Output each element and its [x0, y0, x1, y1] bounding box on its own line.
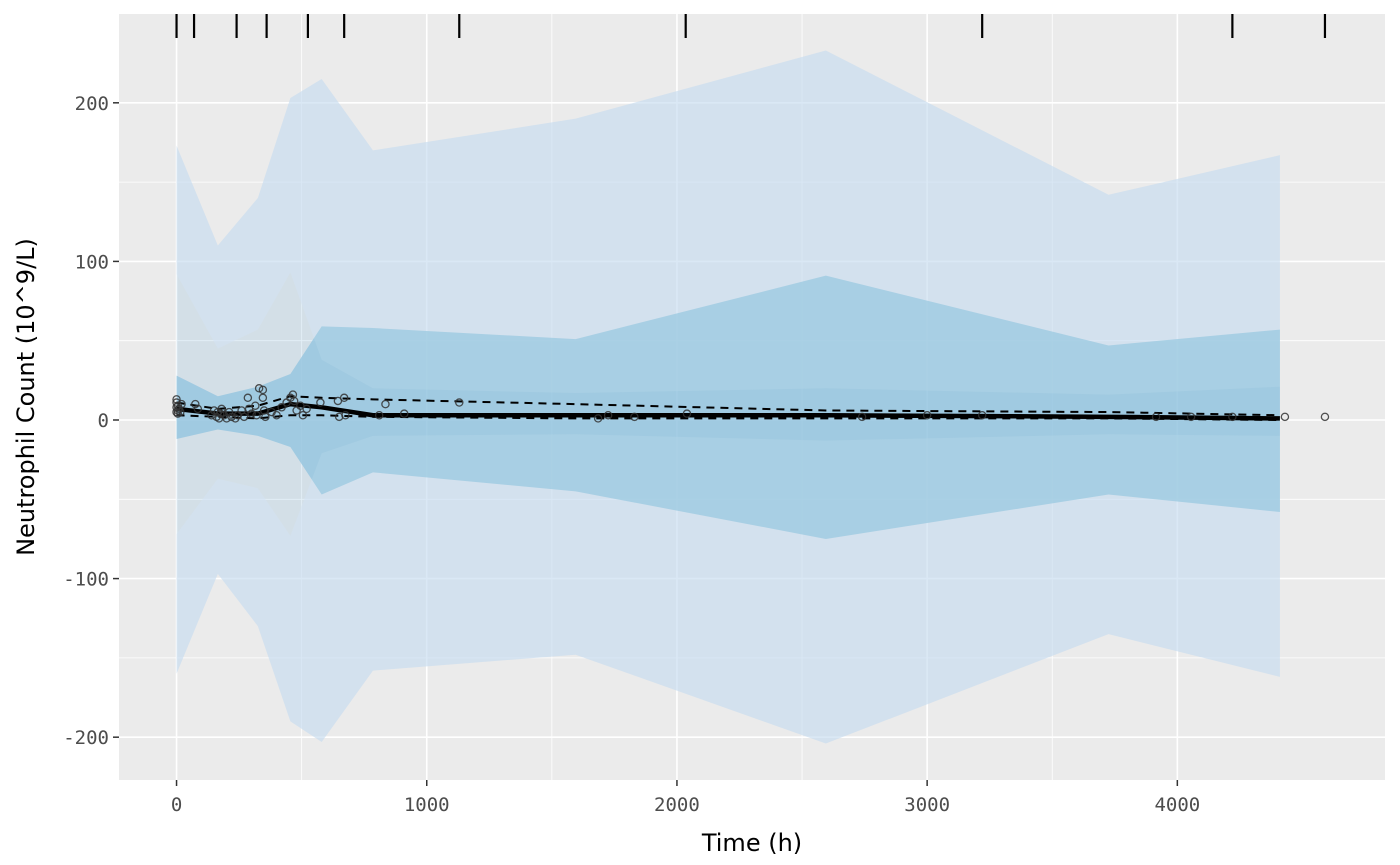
y-axis-ticks: -200 -100 0 100 200 [63, 93, 119, 749]
observed-point [224, 407, 234, 417]
observed-point [298, 410, 308, 420]
observed-point [252, 410, 261, 420]
y-tick-label: -100 [63, 569, 109, 591]
y-tick-label: -200 [63, 727, 109, 749]
observed-point [593, 414, 603, 423]
observed-point [251, 401, 260, 410]
outer-band-lower [176, 434, 1280, 744]
observed-point [288, 390, 298, 399]
y-tick-label: 200 [75, 93, 109, 115]
y-axis-title: Neutrophil Count (10^9/L) [12, 238, 40, 556]
observed-point [341, 410, 350, 420]
observed-point [258, 385, 268, 395]
observed-point [254, 384, 264, 393]
observed-point [1151, 412, 1161, 422]
inner-band-overlap [176, 272, 1280, 536]
observed-median-line [176, 401, 1280, 421]
y-tick-label: 0 [98, 410, 109, 432]
observed-point [191, 399, 200, 409]
observed-point [374, 410, 384, 420]
observed-point [243, 393, 253, 403]
observed-point [1228, 412, 1237, 422]
observed-point [977, 410, 987, 420]
observed-point [176, 407, 185, 417]
observed-point [381, 399, 390, 409]
observed-point [922, 410, 932, 420]
observed-point [289, 396, 299, 406]
observed-point [258, 393, 268, 403]
x-axis-ticks: 0 1000 2000 3000 4000 [171, 780, 1200, 816]
observed-point [277, 403, 286, 412]
observed-point [603, 410, 613, 420]
observed-point [216, 409, 225, 418]
observed-point [172, 395, 181, 404]
x-tick-label: 4000 [1154, 794, 1200, 816]
observed-point [857, 412, 867, 422]
observed-point [272, 410, 281, 420]
observed-point [1186, 412, 1196, 422]
observed-point [399, 409, 409, 418]
observed-point [630, 412, 639, 422]
rug-marks [175, 14, 1327, 38]
observed-point [339, 393, 349, 403]
x-tick-label: 3000 [904, 794, 950, 816]
observed-point [1320, 412, 1330, 422]
observed-point [239, 412, 249, 422]
observed-point [302, 404, 311, 414]
outer-band-upper [176, 50, 1280, 395]
prediction-bands [176, 50, 1280, 744]
observed-point [261, 412, 270, 422]
observed-point [1280, 412, 1290, 422]
observed-point [682, 409, 692, 418]
observed-point [247, 409, 256, 418]
x-tick-label: 1000 [404, 794, 450, 816]
x-tick-label: 0 [171, 794, 182, 816]
observed-point [455, 398, 464, 407]
observed-point [177, 399, 186, 409]
x-tick-label: 2000 [654, 794, 700, 816]
observed-point [193, 404, 203, 414]
observed-p5-line [176, 414, 1280, 421]
observed-point [316, 398, 325, 407]
observed-points [172, 384, 1330, 423]
x-axis-title: Time (h) [701, 829, 802, 857]
y-tick-label: 100 [75, 251, 109, 273]
